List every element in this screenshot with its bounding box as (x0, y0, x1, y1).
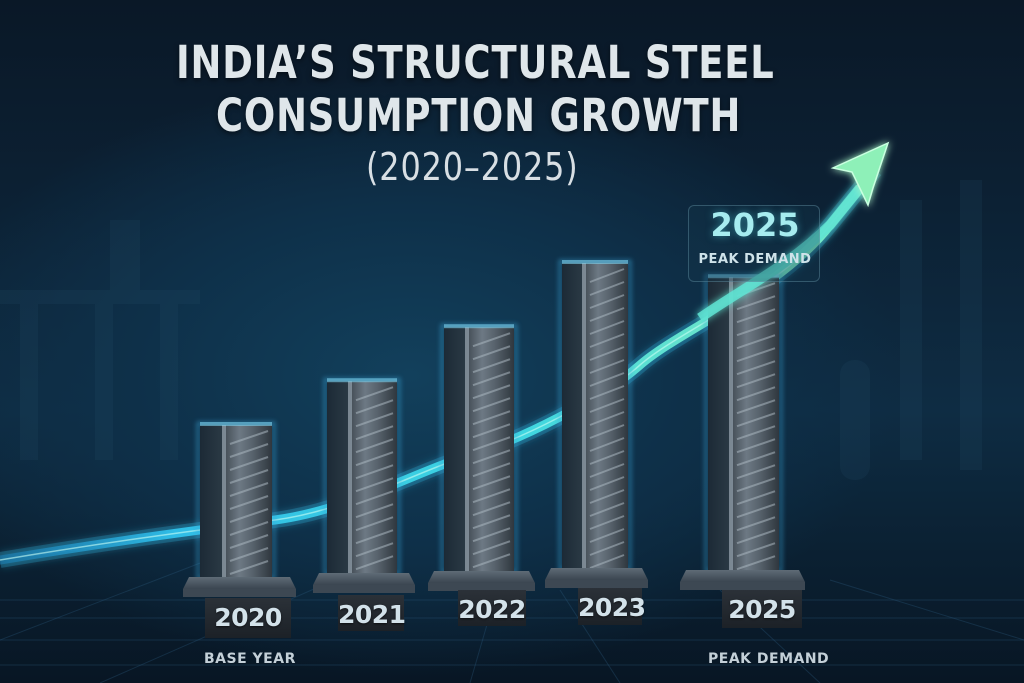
bar-side-face (708, 277, 729, 571)
bar-label-2023: 2023 (578, 593, 646, 622)
annotation-peak-demand: PEAK DEMAND (708, 651, 830, 667)
bar-edge-highlight (729, 277, 733, 571)
bar-label-2022: 2022 (458, 595, 526, 624)
bar-2020 (183, 421, 296, 638)
chart-subtitle: (2020–2025) (366, 145, 579, 189)
pedestal-top (183, 577, 296, 589)
trend-arrow (697, 141, 890, 323)
pedestal-top (313, 573, 415, 585)
label-block (458, 590, 526, 626)
pedestal-rim (428, 583, 535, 591)
bar-edge-highlight (582, 263, 586, 569)
rebar-ribs (472, 332, 511, 569)
rebar-ribs (229, 430, 269, 575)
trend-line-front (697, 184, 864, 323)
arrow-head-icon (830, 141, 890, 208)
bar-label-2020: 2020 (214, 603, 282, 632)
rebar-ribs (355, 386, 394, 571)
bar-label-2025: 2025 (728, 595, 796, 624)
callout-year: 2025 (710, 206, 800, 244)
bar-edge-highlight (222, 425, 226, 578)
pedestal-top (545, 568, 648, 580)
bar-top-cap (708, 274, 779, 279)
pedestal-top (428, 571, 535, 583)
bar-top-cap (444, 324, 514, 329)
bar-side-face (562, 263, 582, 569)
label-block (578, 588, 642, 625)
background-architecture (0, 180, 982, 480)
peak-callout: 2025 PEAK DEMAND (688, 205, 820, 282)
bar-2023 (545, 259, 648, 625)
bar-top-cap (562, 260, 628, 264)
callout-label: PEAK DEMAND (698, 252, 812, 267)
bar-top-cap (200, 422, 272, 426)
bar-top-cap (327, 378, 397, 383)
pedestal-rim (183, 589, 296, 597)
bar-2022 (428, 323, 535, 626)
pedestal-top (680, 570, 805, 582)
bar-edge-highlight (465, 327, 469, 572)
annotation-base-year: BASE YEAR (204, 651, 296, 667)
chart-title-line-1: INDIA’S STRUCTURAL STEEL (176, 36, 775, 89)
bars-group (183, 259, 805, 638)
rebar-ribs (589, 268, 625, 569)
label-block (205, 598, 291, 638)
chart-title-line-2: CONSUMPTION GROWTH (216, 89, 742, 142)
bar-side-face (327, 381, 348, 574)
bar-label-2021: 2021 (338, 600, 406, 629)
pedestal-rim (680, 582, 805, 590)
bar-2025 (680, 273, 805, 628)
pedestal-rim (313, 585, 415, 593)
bar-edge-highlight (348, 381, 352, 574)
pedestal-rim (545, 580, 648, 588)
bar-side-face (200, 425, 222, 578)
label-block (722, 590, 802, 628)
label-block (338, 595, 404, 631)
bar-side-face (444, 327, 465, 572)
bar-front-face (729, 277, 779, 571)
bar-2021 (313, 377, 415, 631)
